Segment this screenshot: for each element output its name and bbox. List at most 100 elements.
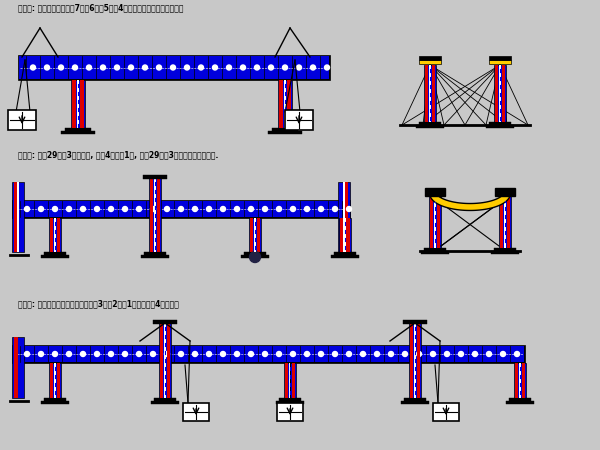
Bar	[151, 401, 179, 404]
Bar	[430, 195, 433, 248]
Circle shape	[170, 65, 176, 70]
Circle shape	[416, 351, 421, 356]
Circle shape	[137, 207, 142, 212]
Bar	[339, 218, 351, 252]
Bar	[249, 218, 261, 252]
Bar	[284, 363, 296, 398]
Bar	[257, 218, 260, 252]
Bar	[49, 363, 61, 398]
Circle shape	[128, 65, 133, 70]
Circle shape	[44, 65, 49, 70]
Circle shape	[361, 351, 365, 356]
Bar	[431, 65, 435, 122]
Circle shape	[25, 351, 29, 356]
Circle shape	[347, 207, 352, 212]
Circle shape	[319, 351, 323, 356]
Bar	[489, 56, 511, 60]
Circle shape	[296, 65, 302, 70]
Bar	[254, 218, 256, 252]
Circle shape	[515, 351, 520, 356]
Circle shape	[179, 207, 184, 212]
Circle shape	[347, 351, 352, 356]
Bar	[12, 182, 24, 252]
Bar	[343, 182, 345, 252]
Bar	[416, 323, 420, 398]
Bar	[13, 213, 349, 217]
Bar	[425, 65, 428, 122]
Bar	[416, 125, 445, 127]
Bar	[241, 255, 269, 257]
Bar	[50, 218, 53, 252]
Bar	[414, 323, 416, 398]
Text: 步骤三: 起动液压系统到的左侧安装第3节、2节、1节主梁与前4主进梁桥: 步骤三: 起动液压系统到的左侧安装第3节、2节、1节主梁与前4主进梁桥	[18, 299, 179, 308]
Bar	[289, 363, 291, 398]
Bar	[331, 255, 359, 257]
Circle shape	[389, 351, 394, 356]
Bar	[17, 182, 19, 252]
Circle shape	[206, 207, 212, 212]
Bar	[499, 195, 511, 248]
Circle shape	[254, 65, 260, 70]
Bar	[275, 401, 304, 404]
Bar	[150, 178, 154, 252]
Circle shape	[206, 351, 212, 356]
Circle shape	[500, 351, 505, 356]
Circle shape	[67, 207, 71, 212]
Circle shape	[431, 351, 436, 356]
Bar	[159, 323, 171, 398]
Circle shape	[143, 65, 148, 70]
Bar	[504, 195, 506, 248]
Bar	[521, 363, 525, 398]
Text: 步骤二: 将第29排第3组运输梁, 将第4组运到1位, 将第29排第3组（前后移动拆除）.: 步骤二: 将第29排第3组运输梁, 将第4组运到1位, 将第29排第3组（前后移…	[18, 150, 218, 159]
Bar	[61, 131, 95, 134]
Bar	[429, 195, 441, 248]
Bar	[140, 255, 169, 257]
Circle shape	[80, 351, 86, 356]
Circle shape	[263, 207, 268, 212]
Circle shape	[269, 65, 274, 70]
Bar	[160, 323, 163, 398]
Bar	[44, 252, 66, 255]
Circle shape	[221, 351, 226, 356]
Circle shape	[332, 207, 337, 212]
Bar	[284, 80, 286, 128]
Bar	[50, 363, 53, 398]
Bar	[506, 195, 510, 248]
Circle shape	[250, 252, 260, 262]
Circle shape	[80, 207, 86, 212]
Circle shape	[248, 351, 254, 356]
Bar	[403, 320, 427, 324]
Circle shape	[263, 351, 268, 356]
Bar	[18, 55, 330, 80]
Circle shape	[227, 65, 232, 70]
Bar	[421, 251, 449, 253]
Bar	[338, 182, 350, 252]
Bar	[12, 200, 350, 218]
Bar	[13, 205, 349, 213]
Bar	[419, 122, 441, 125]
Bar	[502, 65, 505, 122]
Circle shape	[458, 351, 464, 356]
Bar	[409, 323, 421, 398]
Bar	[154, 398, 176, 401]
Bar	[287, 80, 291, 128]
Bar	[80, 80, 84, 128]
Circle shape	[235, 351, 239, 356]
Bar	[485, 125, 514, 127]
Bar	[404, 398, 426, 401]
Circle shape	[179, 351, 184, 356]
Bar	[433, 403, 459, 421]
Circle shape	[109, 207, 113, 212]
Bar	[334, 252, 356, 255]
Bar	[419, 56, 441, 60]
Bar	[54, 218, 56, 252]
Circle shape	[241, 65, 245, 70]
Bar	[292, 363, 295, 398]
Circle shape	[473, 351, 478, 356]
Circle shape	[325, 65, 329, 70]
Bar	[285, 363, 289, 398]
Bar	[19, 73, 329, 79]
Bar	[344, 182, 348, 252]
Circle shape	[277, 351, 281, 356]
Circle shape	[487, 351, 491, 356]
